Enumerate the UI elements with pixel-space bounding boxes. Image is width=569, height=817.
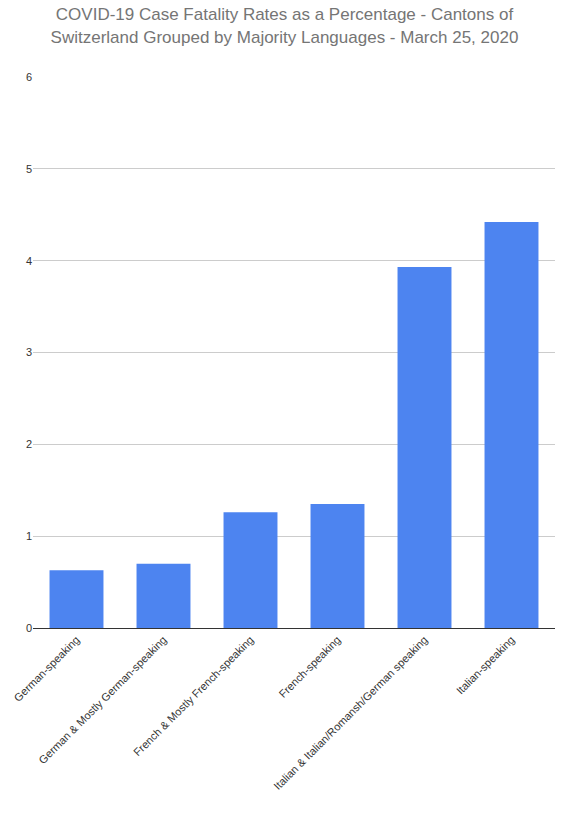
svg-text:1: 1 bbox=[26, 530, 32, 542]
svg-text:0: 0 bbox=[26, 622, 32, 634]
svg-text:5: 5 bbox=[26, 163, 32, 175]
svg-text:French-speaking: French-speaking bbox=[276, 634, 342, 700]
svg-text:4: 4 bbox=[26, 255, 32, 267]
svg-text:Italian & Italian/Romansh/Germ: Italian & Italian/Romansh/German speakin… bbox=[271, 634, 430, 793]
svg-text:German & Mostly German-speakin: German & Mostly German-speaking bbox=[36, 634, 169, 767]
svg-text:COVID-19 Case Fatality Rates a: COVID-19 Case Fatality Rates as a Percen… bbox=[51, 5, 519, 46]
svg-text:German-speaking: German-speaking bbox=[11, 634, 81, 704]
svg-text:2: 2 bbox=[26, 438, 32, 450]
svg-text:Italian-speaking: Italian-speaking bbox=[454, 634, 517, 697]
svg-text:6: 6 bbox=[26, 71, 32, 83]
svg-text:French & Mostly French-speakin: French & Mostly French-speaking bbox=[131, 634, 256, 759]
svg-text:3: 3 bbox=[26, 346, 32, 358]
